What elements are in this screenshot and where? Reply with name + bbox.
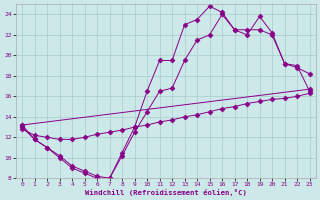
X-axis label: Windchill (Refroidissement éolien,°C): Windchill (Refroidissement éolien,°C) — [85, 189, 247, 196]
